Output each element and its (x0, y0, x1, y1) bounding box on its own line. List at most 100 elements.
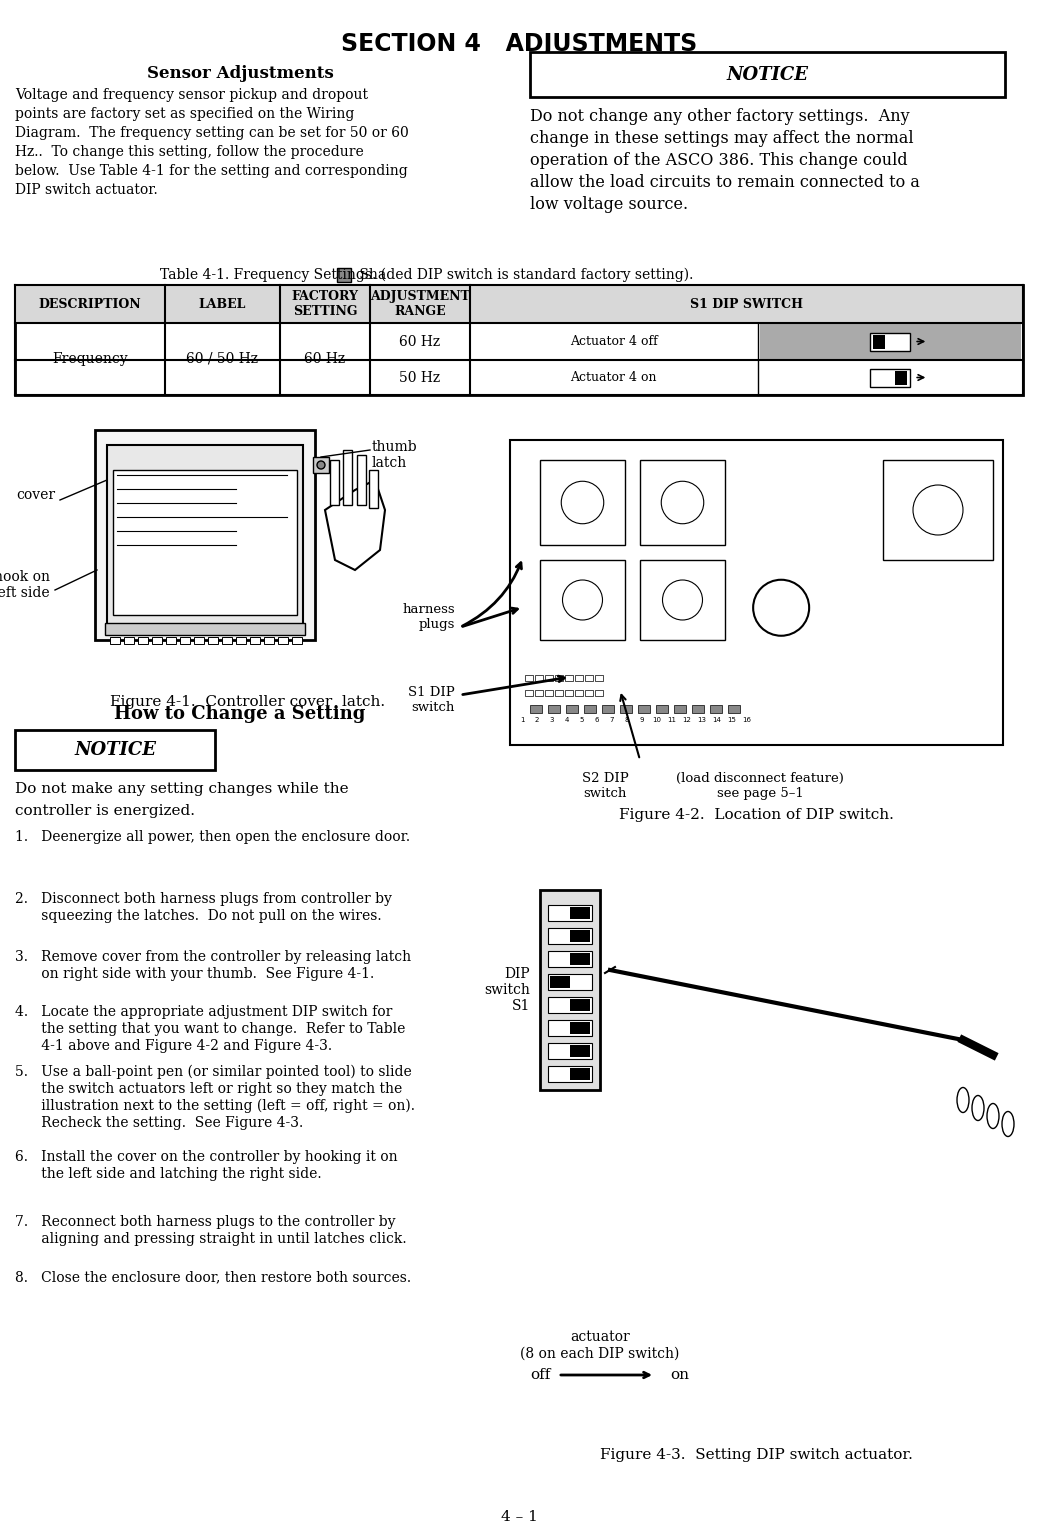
Text: Actuator 4 off: Actuator 4 off (570, 334, 658, 348)
Text: (load disconnect feature)
see page 5–1: (load disconnect feature) see page 5–1 (676, 772, 844, 801)
Text: 60 / 50 Hz: 60 / 50 Hz (187, 351, 258, 367)
Bar (565, 690, 573, 696)
Circle shape (317, 462, 325, 469)
Bar (570, 1045, 590, 1057)
Text: 3: 3 (550, 716, 554, 723)
Bar (113, 469, 297, 615)
Text: on: on (670, 1368, 689, 1382)
Ellipse shape (987, 1103, 999, 1129)
Bar (570, 1022, 590, 1034)
Text: 4: 4 (565, 716, 569, 723)
Text: 60 Hz: 60 Hz (304, 351, 346, 367)
Text: 6.   Install the cover on the controller by hooking it on: 6. Install the cover on the controller b… (15, 1150, 398, 1164)
Text: 1.   Deenergize all power, then open the enclosure door.: 1. Deenergize all power, then open the e… (15, 830, 410, 844)
Bar (883, 460, 993, 560)
Text: operation of the ASCO 386. This change could: operation of the ASCO 386. This change c… (530, 152, 907, 169)
Bar (180, 637, 190, 644)
Bar (545, 690, 553, 696)
Bar (555, 690, 563, 696)
Bar (548, 974, 592, 989)
Ellipse shape (972, 1095, 984, 1120)
Text: SECTION 4   ADJUSTMENTS: SECTION 4 ADJUSTMENTS (340, 32, 698, 57)
Text: DESCRIPTION: DESCRIPTION (38, 298, 141, 310)
Text: Figure 4-3.  Setting DIP switch actuator.: Figure 4-3. Setting DIP switch actuator. (600, 1448, 913, 1462)
Bar (548, 905, 592, 920)
Bar (760, 324, 1021, 360)
Text: 16: 16 (742, 716, 752, 723)
Text: off: off (530, 1368, 550, 1382)
Text: Actuator 4 on: Actuator 4 on (571, 371, 657, 384)
Bar (510, 440, 1003, 746)
Text: aligning and pressing straight in until latches click.: aligning and pressing straight in until … (15, 1232, 407, 1246)
Bar (107, 445, 303, 624)
Text: 7: 7 (609, 716, 614, 723)
Circle shape (754, 580, 810, 635)
Bar (278, 637, 288, 644)
Text: 4-1 above and Figure 4-2 and Figure 4-3.: 4-1 above and Figure 4-2 and Figure 4-3. (15, 1039, 332, 1052)
Text: Do not change any other factory settings.  Any: Do not change any other factory settings… (530, 107, 909, 124)
Bar (585, 675, 593, 681)
Bar (124, 637, 134, 644)
Bar (692, 706, 704, 713)
Bar (15, 285, 1023, 394)
Text: 8.   Close the enclosure door, then restore both sources.: 8. Close the enclosure door, then restor… (15, 1270, 411, 1284)
Bar (105, 623, 305, 635)
Text: cover: cover (16, 488, 55, 502)
Text: the left side and latching the right side.: the left side and latching the right sid… (15, 1167, 322, 1181)
Text: 13: 13 (698, 716, 707, 723)
Bar (530, 706, 542, 713)
Text: Frequency: Frequency (52, 351, 128, 367)
Bar (525, 690, 532, 696)
Text: Shaded DIP switch is standard factory setting).: Shaded DIP switch is standard factory se… (355, 268, 693, 282)
Text: low voltage source.: low voltage source. (530, 196, 688, 213)
Text: Figure 4-1.  Controller cover  latch.: Figure 4-1. Controller cover latch. (110, 695, 385, 709)
Bar (292, 637, 302, 644)
Bar (595, 690, 603, 696)
Text: the setting that you want to change.  Refer to Table: the setting that you want to change. Ref… (15, 1022, 406, 1035)
Text: 12: 12 (683, 716, 691, 723)
Bar (555, 675, 563, 681)
Text: 60 Hz: 60 Hz (400, 334, 440, 348)
Bar (110, 637, 120, 644)
Text: 11: 11 (667, 716, 677, 723)
Text: Hz..  To change this setting, follow the procedure: Hz.. To change this setting, follow the … (15, 146, 363, 160)
Bar (550, 976, 570, 988)
Text: Diagram.  The frequency setting can be set for 50 or 60: Diagram. The frequency setting can be se… (15, 126, 409, 140)
Bar (236, 637, 246, 644)
Bar (15, 730, 215, 770)
Bar (535, 690, 543, 696)
Bar (710, 706, 722, 713)
Bar (152, 637, 162, 644)
Text: 15: 15 (728, 716, 736, 723)
Text: S1 DIP SWITCH: S1 DIP SWITCH (690, 298, 803, 310)
Text: DIP
switch
S1: DIP switch S1 (484, 966, 530, 1012)
Text: 50 Hz: 50 Hz (400, 371, 440, 385)
Text: S2 DIP
switch: S2 DIP switch (581, 772, 628, 801)
Text: Do not make any setting changes while the: Do not make any setting changes while th… (15, 782, 349, 796)
Bar (575, 690, 583, 696)
Text: 2.   Disconnect both harness plugs from controller by: 2. Disconnect both harness plugs from co… (15, 891, 392, 907)
Text: 5: 5 (580, 716, 584, 723)
Bar (656, 706, 668, 713)
Text: controller is energized.: controller is energized. (15, 804, 195, 818)
Bar (548, 1066, 592, 1081)
Text: illustration next to the setting (left = off, right = on).: illustration next to the setting (left =… (15, 1098, 415, 1114)
Bar (570, 999, 590, 1011)
Text: S1 DIP
switch: S1 DIP switch (408, 686, 455, 713)
Text: 7.   Reconnect both harness plugs to the controller by: 7. Reconnect both harness plugs to the c… (15, 1215, 395, 1229)
Bar (337, 268, 351, 282)
Bar (138, 637, 148, 644)
Text: 2: 2 (535, 716, 539, 723)
Bar (640, 460, 725, 545)
Ellipse shape (957, 1088, 969, 1112)
Polygon shape (330, 460, 339, 505)
Bar (525, 675, 532, 681)
Ellipse shape (1002, 1112, 1014, 1137)
Bar (535, 675, 543, 681)
Bar (166, 637, 176, 644)
Text: 9: 9 (639, 716, 645, 723)
Bar (570, 907, 590, 919)
Polygon shape (368, 469, 378, 508)
Polygon shape (357, 456, 366, 505)
Bar (585, 690, 593, 696)
